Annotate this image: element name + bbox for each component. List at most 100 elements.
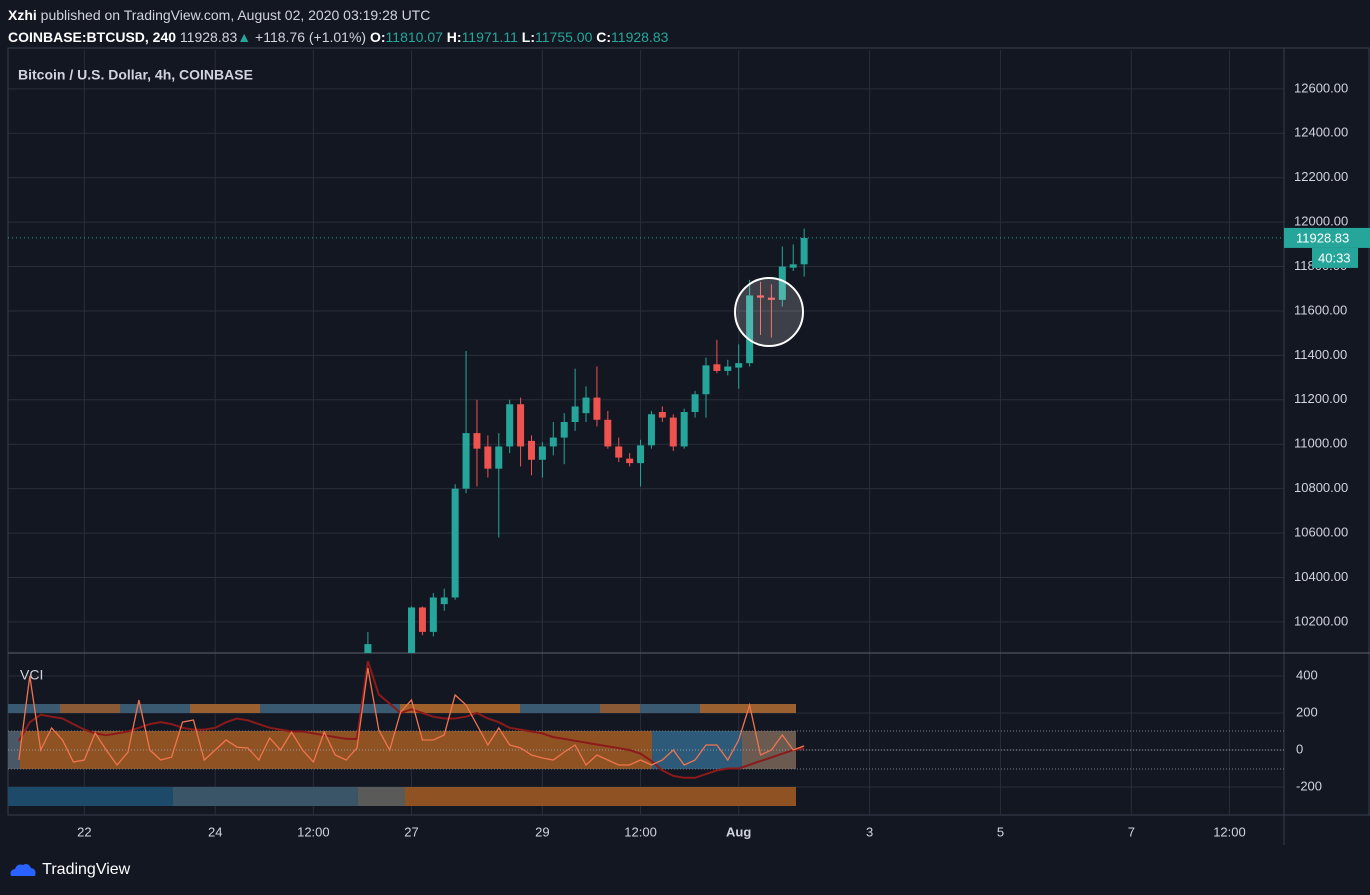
candle-body (364, 644, 372, 653)
y-tick-label: 12600.00 (1294, 80, 1348, 95)
indicator-line (18, 660, 805, 779)
grid (8, 50, 1284, 815)
candle-body (746, 295, 754, 364)
c-label: C: (596, 29, 612, 45)
y-tick-label: 10800.00 (1294, 480, 1348, 495)
h: 11971.11 (461, 29, 518, 45)
l: 11755.00 (535, 29, 593, 45)
publish-line: Xzhi published on TradingView.com, Augus… (8, 7, 430, 23)
candle-body (495, 446, 503, 469)
y-tick-label: 12000.00 (1294, 214, 1348, 229)
countdown-label: 40:33 (1318, 250, 1351, 265)
band (600, 704, 640, 713)
candle-body (429, 597, 437, 632)
band (190, 704, 260, 713)
frame (7, 47, 1370, 816)
candle-body (451, 488, 459, 598)
candle-body (789, 264, 797, 268)
symbol: COINBASE:BTCUSD, 240 (8, 29, 177, 45)
chart: Bitcoin / U.S. Dollar, 4h, COINBASE VCI … (7, 47, 1370, 845)
candle-body (418, 607, 426, 632)
highlight-circle (734, 277, 804, 347)
candle-body (800, 237, 808, 265)
candle-body (757, 295, 765, 298)
price-tag (1284, 227, 1370, 248)
pane-title: Bitcoin / U.S. Dollar, 4h, COINBASE (18, 67, 253, 83)
y-tick-label: 11200.00 (1294, 391, 1347, 406)
indicator-title: VCI (20, 667, 43, 683)
price-tag-label: 11928.83 (1296, 230, 1349, 245)
footer: TradingView (8, 860, 130, 880)
y-tick-label: 200 (1296, 704, 1318, 719)
candle-body (647, 414, 655, 446)
band (60, 704, 120, 713)
y-tick-label: 10200.00 (1294, 613, 1348, 628)
last: 11928.83 (179, 29, 238, 45)
lines (18, 660, 805, 779)
vci-bands (8, 704, 1284, 806)
candle-body (506, 404, 514, 447)
y-tick-label: 0 (1296, 741, 1303, 756)
candle-body (724, 366, 732, 371)
x-tick-label: 12:00 (624, 824, 657, 839)
x-tick-label: 29 (535, 824, 549, 839)
candle-body (702, 365, 710, 395)
band (173, 787, 358, 806)
candles (8, 228, 1284, 653)
x-tick-label: 3 (866, 824, 873, 839)
logo (10, 864, 36, 876)
candle-body (408, 607, 416, 653)
band (652, 731, 742, 769)
y-tick-label: 400 (1296, 667, 1318, 682)
y-tick-label: 11400.00 (1294, 347, 1347, 362)
y-tick-label: 11600.00 (1294, 302, 1347, 317)
y-tick-label: 11000.00 (1294, 436, 1347, 451)
candle-body (615, 446, 623, 458)
candle-body (473, 433, 481, 449)
band (742, 731, 796, 769)
candle-body (582, 397, 590, 414)
y-tick-label: 10600.00 (1294, 525, 1348, 540)
x-tick-label: 12:00 (1213, 824, 1246, 839)
candle-body (571, 406, 579, 423)
brand: TradingView (42, 861, 131, 879)
candle-body (713, 364, 721, 371)
x-tick-label: 5 (997, 824, 1004, 839)
band (8, 787, 173, 806)
arrow: ▲ (237, 29, 252, 45)
author: Xzhi (8, 7, 37, 23)
x-tick-label: Aug (726, 824, 751, 839)
ohlc-line: COINBASE:BTCUSD, 240 11928.83▲ +118.76 (… (8, 29, 668, 45)
band (400, 704, 520, 713)
change: +118.76 (+1.01%) (255, 29, 367, 45)
candle-body (462, 433, 470, 489)
candle-body (517, 404, 525, 447)
x-tick-label: 7 (1128, 824, 1135, 839)
candle-body (560, 422, 568, 438)
l-label: L: (521, 29, 535, 45)
candle-body (669, 417, 677, 447)
indicator-line (18, 667, 805, 767)
x-tick-label: 12:00 (297, 824, 330, 839)
candle-body (680, 412, 688, 447)
band (358, 787, 405, 806)
candle-body (593, 397, 601, 420)
published: published on TradingView.com, August 02,… (40, 7, 431, 23)
candle-body (626, 458, 634, 464)
x-tick-label: 27 (404, 824, 418, 839)
candle-body (527, 440, 535, 460)
x-tick-label: 24 (208, 824, 222, 839)
candle-body (604, 419, 612, 447)
candle-body (538, 446, 546, 460)
y-tick-label: 12400.00 (1294, 125, 1348, 140)
candle-body (735, 363, 743, 368)
candle-body (637, 445, 645, 464)
c: 11928.83 (611, 29, 669, 45)
candle-body (549, 437, 557, 447)
candle-body (440, 597, 448, 605)
candle-body (691, 394, 699, 413)
candle-body (484, 446, 492, 469)
x-tick-label: 22 (77, 824, 91, 839)
o: 11810.07 (385, 29, 443, 45)
